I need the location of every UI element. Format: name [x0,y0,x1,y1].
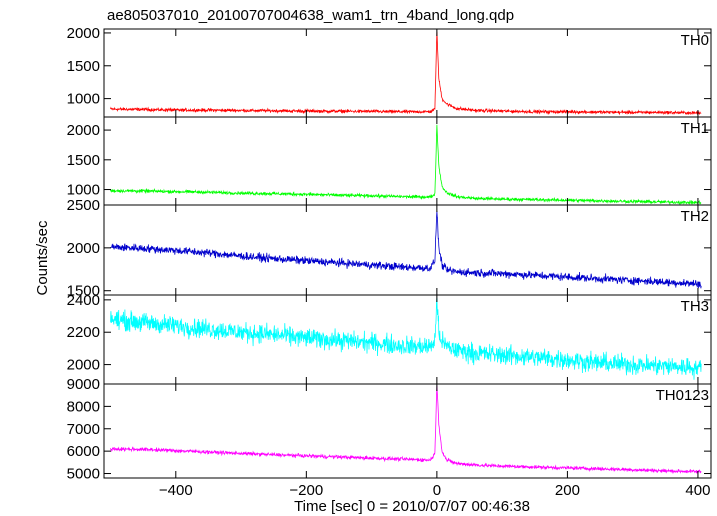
series-line-th0123 [110,385,702,474]
y-tick-label: 6000 [67,443,100,460]
x-tick-label: 400 [685,482,710,499]
y-tick-label: 2500 [67,197,100,214]
y-tick-label: 2000 [67,357,100,374]
y-tick-label: 1500 [67,152,100,169]
panel-th0123: 5000 6000 7000 8000 9000 TH0123 [67,376,712,483]
y-tick-label: 2400 [67,292,100,309]
y-axis-label: Counts/sec [34,220,51,296]
x-tick-label: 0 [433,482,441,499]
series-line-th1 [110,124,702,206]
panel-frame [103,294,712,385]
panel-label-th2: TH2 [681,208,709,225]
y-tick-label: 2000 [67,122,100,139]
panel-th2: 1500 2000 2500 TH2 [67,197,712,300]
y-tick-label: 1500 [67,283,100,300]
y-tick-label: 2200 [67,324,100,341]
x-axis-label: Time [sec] 0 = 2010/07/07 00:46:38 [294,498,530,515]
y-tick-label: 5000 [67,466,100,483]
y-tick-label: 1500 [67,58,100,75]
x-tick-label: 200 [555,482,580,499]
y-tick-label: 1000 [67,182,100,199]
y-tick-label: 7000 [67,421,100,438]
x-tick-label: −200 [289,482,323,499]
panel-frame [103,28,712,118]
y-tick-label: 9000 [67,376,100,393]
series-line-th2 [110,210,702,289]
x-tick-label: −400 [159,482,193,499]
series-line-th0 [110,31,702,116]
y-tick-label: 1000 [67,91,100,108]
series-line-th3 [110,297,702,380]
y-tick-label: 2000 [67,25,100,42]
chart-title: ae805037010_20100707004638_wam1_trn_4ban… [107,7,514,24]
y-tick-label: 2000 [67,240,100,257]
panel-label-th3: TH3 [681,298,709,315]
y-tick-label: 8000 [67,398,100,415]
panel-label-th0: TH0 [681,32,709,49]
panel-th0: 1000 1500 2000 TH0 [67,25,712,118]
panel-th1: 1000 1500 2000 TH1 [67,116,712,206]
panel-label-th0123: TH0123 [656,387,709,404]
panel-label-th1: TH1 [681,120,709,137]
panel-frame [103,383,712,479]
panel-th3: 2000 2200 2400 TH3 [67,292,712,385]
